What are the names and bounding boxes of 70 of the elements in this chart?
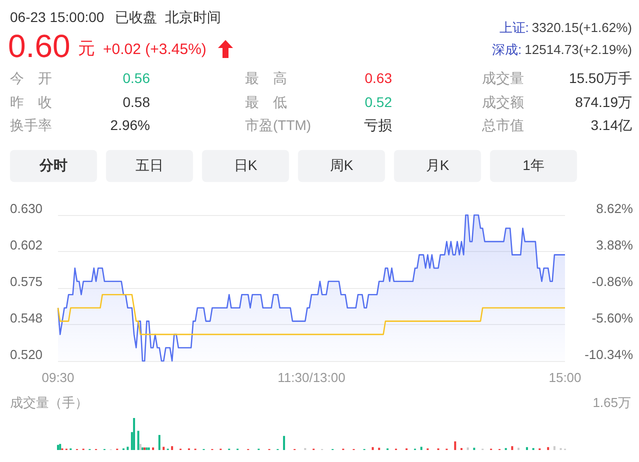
bar bbox=[59, 444, 62, 450]
text: 五日 bbox=[106, 150, 193, 182]
text: 成交量 bbox=[482, 70, 524, 86]
bar bbox=[152, 447, 154, 450]
text: 2.96% bbox=[110, 117, 150, 133]
text: 周K bbox=[298, 150, 385, 182]
text: +0.02 (+3.45%) bbox=[103, 41, 206, 58]
bar bbox=[553, 446, 556, 450]
text: 总市值 bbox=[482, 117, 524, 133]
bar bbox=[162, 446, 165, 450]
text: 874.19万 bbox=[575, 94, 632, 110]
text: 换手率 bbox=[10, 117, 52, 133]
y-tick-label: 0.548 bbox=[10, 310, 43, 326]
x-tick-label: 11:30/13:00 bbox=[278, 370, 346, 385]
text: 深成: bbox=[492, 42, 522, 57]
y-tick-label: 0.520 bbox=[10, 347, 43, 362]
y-tick-label: 0.575 bbox=[10, 274, 43, 289]
y-tick-label: 0.630 bbox=[10, 201, 43, 216]
y2-tick-label: -10.34% bbox=[584, 347, 634, 362]
text: 3.14亿 bbox=[590, 117, 632, 133]
bar bbox=[526, 447, 528, 450]
text: 0.60 bbox=[8, 28, 70, 64]
text: 06-23 15:00:00 bbox=[10, 9, 104, 25]
text: 市盈(TTM) bbox=[245, 117, 312, 133]
text: 已收盘 bbox=[115, 9, 157, 25]
bar bbox=[126, 446, 129, 450]
bar bbox=[148, 447, 150, 450]
x-tick-label: 09:30 bbox=[42, 370, 74, 385]
y-tick-label: 0.602 bbox=[10, 238, 43, 252]
text: 北京时间 bbox=[165, 9, 221, 25]
bar bbox=[420, 446, 422, 450]
bar bbox=[454, 441, 456, 450]
bar bbox=[57, 444, 59, 450]
text: 0.56 bbox=[122, 70, 150, 86]
y2-tick-label: 8.62% bbox=[596, 201, 634, 216]
y2-tick-label: -5.60% bbox=[592, 310, 634, 326]
bar bbox=[142, 447, 144, 450]
text: 最 高 bbox=[245, 70, 287, 86]
bar bbox=[372, 447, 374, 450]
text: 0.58 bbox=[122, 94, 150, 110]
bar bbox=[283, 436, 286, 450]
text: 0.63 bbox=[364, 70, 392, 86]
text: 昨 收 bbox=[10, 94, 52, 110]
text: 成交额 bbox=[482, 94, 524, 110]
text: 月K bbox=[394, 150, 481, 182]
text: 最 低 bbox=[245, 94, 287, 110]
text: 15.50万手 bbox=[568, 70, 632, 86]
text: 日K bbox=[202, 150, 289, 182]
text: 今 开 bbox=[10, 70, 52, 86]
y2-tick-label: -0.86% bbox=[592, 274, 634, 289]
y2-tick-label: 3.88% bbox=[596, 238, 634, 252]
bar bbox=[137, 430, 140, 450]
text: 上证: bbox=[499, 20, 529, 35]
bar bbox=[466, 447, 469, 450]
bar bbox=[133, 418, 136, 450]
text: 亏损 bbox=[364, 117, 392, 133]
bar bbox=[158, 434, 160, 450]
text: 分时 bbox=[10, 150, 97, 182]
text: 0.52 bbox=[364, 94, 392, 110]
y-axis-title: 成交量（手） bbox=[10, 395, 88, 410]
text: 12514.73(+2.19%) bbox=[524, 42, 632, 57]
bar bbox=[547, 447, 550, 450]
text: 3320.15(+1.62%) bbox=[532, 20, 632, 35]
bar bbox=[139, 444, 142, 450]
bar bbox=[171, 446, 174, 450]
text: 元 bbox=[78, 39, 95, 58]
text: 1年 bbox=[490, 150, 577, 182]
bar bbox=[511, 446, 514, 450]
text: 1.65万 bbox=[592, 395, 632, 410]
x-tick-label: 15:00 bbox=[548, 370, 582, 385]
